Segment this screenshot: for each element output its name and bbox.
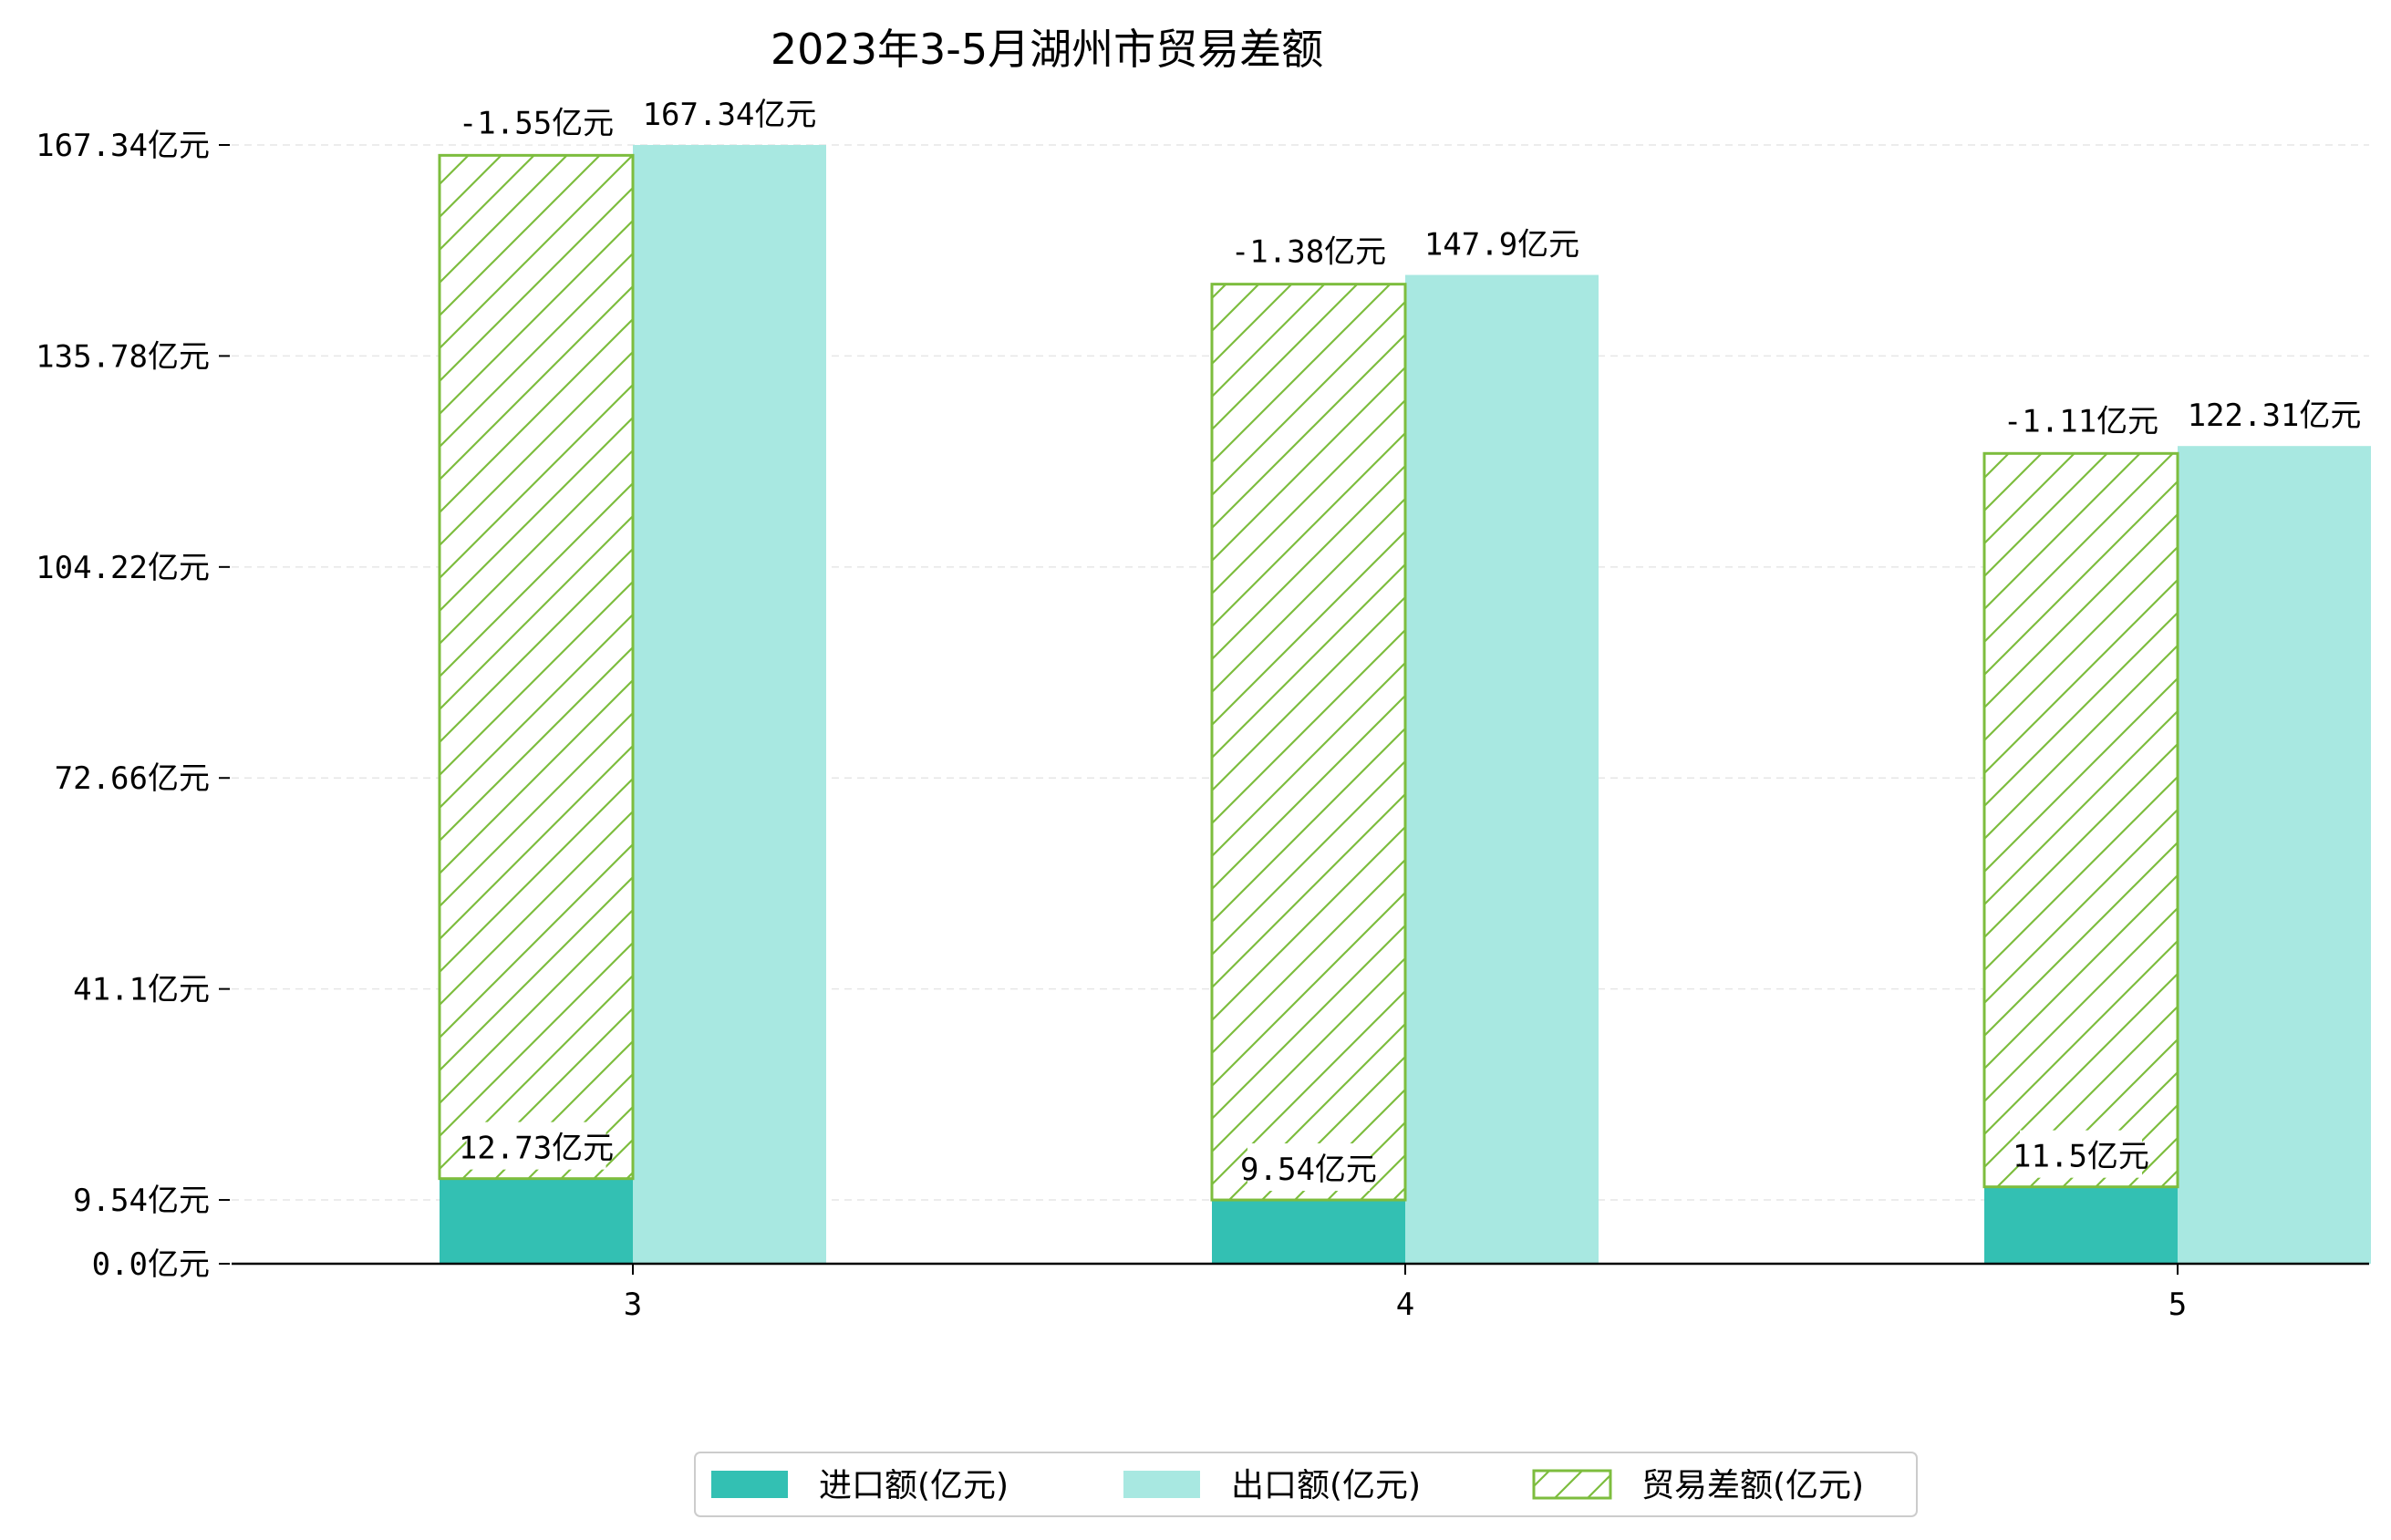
bar-balance xyxy=(438,153,635,1181)
bar-balance xyxy=(1982,451,2179,1189)
data-label-import-box xyxy=(2020,1130,2142,1178)
legend-label: 进口额(亿元) xyxy=(819,1467,1009,1504)
chart-title: 2023年3-5月湖州市贸易差额 xyxy=(771,25,1323,74)
bar-balance xyxy=(1210,283,1407,1202)
bar-import xyxy=(1212,1200,1405,1264)
y-tick-label: 9.54亿元 xyxy=(73,1183,210,1219)
x-tick-label: 4 xyxy=(1396,1287,1414,1323)
y-tick-label: 167.34亿元 xyxy=(36,128,210,164)
bar-export xyxy=(1405,274,1599,1265)
y-tick-label: 0.0亿元 xyxy=(92,1246,210,1283)
x-tick-label: 5 xyxy=(2168,1287,2187,1323)
y-tick-label: 72.66亿元 xyxy=(55,760,210,797)
legend-box xyxy=(694,1452,1918,1517)
data-labels: 167.34亿元 -1.55亿元 12.73亿元 147.9亿元 -1.38亿元 9.54… xyxy=(459,88,2362,1192)
data-label-export-box xyxy=(651,88,808,136)
data-label-import-box xyxy=(466,1121,606,1170)
bar-export xyxy=(2178,446,2371,1264)
legend-swatch xyxy=(1532,1469,1612,1500)
data-label-export: 167.34亿元 xyxy=(643,97,817,133)
bars xyxy=(438,145,2371,1265)
data-label-export: 122.31亿元 xyxy=(2188,398,2362,434)
y-tick-label: 135.78亿元 xyxy=(36,338,210,375)
y-tick-label: 104.22亿元 xyxy=(36,550,210,586)
data-label-balance: -1.11亿元 xyxy=(2003,403,2158,439)
axes: 0.0亿元 9.54亿元 41.1亿元 72.66亿元 104.22亿元 135.78亿元… xyxy=(36,128,2369,1323)
data-label-balance-box xyxy=(1238,225,1379,274)
data-label-balance: -1.55亿元 xyxy=(459,105,614,141)
legend-label: 贸易差额(亿元) xyxy=(1641,1467,1864,1504)
bar-import xyxy=(440,1178,633,1264)
data-label-export: 147.9亿元 xyxy=(1424,227,1579,264)
x-tick-label: 3 xyxy=(624,1287,642,1323)
legend-swatch xyxy=(1123,1471,1200,1498)
legend: 进口额(亿元) 出口额(亿元) 贸易差额(亿元) xyxy=(694,1452,1918,1517)
data-label-balance-box xyxy=(2011,395,2151,443)
data-label-import: 9.54亿元 xyxy=(1240,1152,1377,1188)
data-label-import: 12.73亿元 xyxy=(459,1131,614,1167)
data-label-balance-box xyxy=(466,97,606,145)
bar-export xyxy=(633,145,826,1264)
data-label-balance: -1.38亿元 xyxy=(1231,234,1386,271)
data-label-import-box xyxy=(1247,1143,1370,1192)
data-label-export-box xyxy=(1432,218,1572,266)
legend-label: 出口额(亿元) xyxy=(1231,1467,1421,1504)
legend-swatch xyxy=(711,1471,788,1498)
y-tick-label: 41.1亿元 xyxy=(73,972,210,1008)
data-label-export-box xyxy=(2196,389,2353,438)
bar-import xyxy=(1984,1186,2178,1264)
data-label-import: 11.5亿元 xyxy=(2013,1139,2149,1175)
